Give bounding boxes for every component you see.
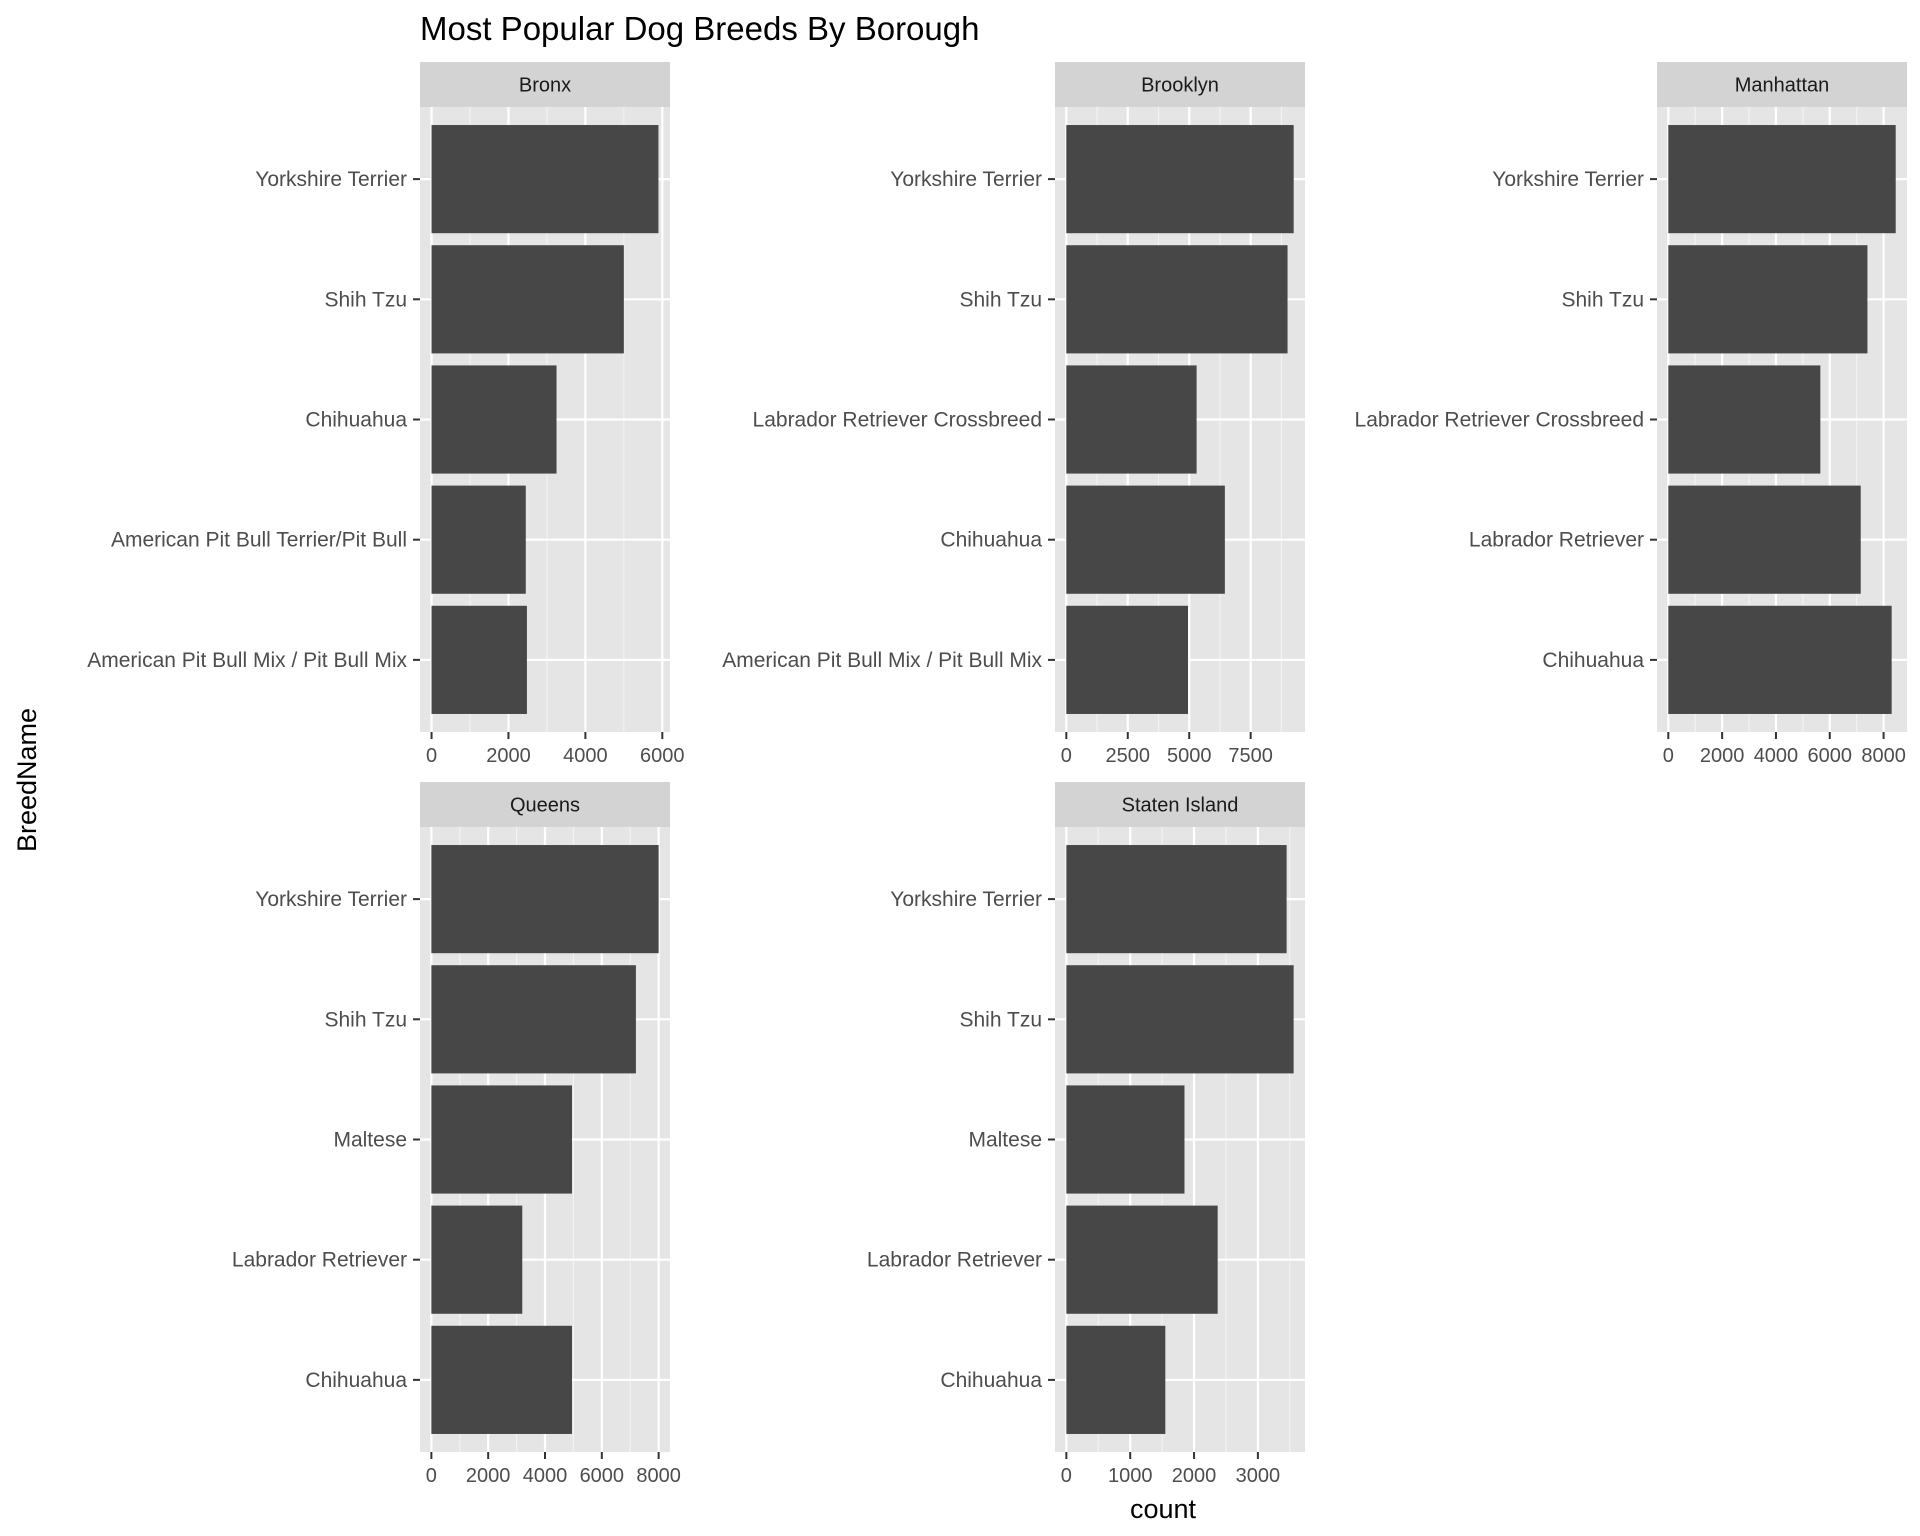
facet-bronx: Bronx Yorkshire Terrier Shih Tzu Chihuahua A… xyxy=(87,62,685,767)
category-label: Maltese xyxy=(968,1129,1042,1152)
category-label: Labrador Retriever xyxy=(1469,529,1644,552)
x-tick-label: 0 xyxy=(426,1465,437,1487)
x-tick-label: 8000 xyxy=(1861,745,1906,767)
bar xyxy=(431,245,624,354)
x-tick-label: 2500 xyxy=(1106,745,1151,767)
facet-queens: Queens Yorkshire Terrier Shih Tzu Maltese La… xyxy=(232,782,681,1487)
category-label: Yorkshire Terrier xyxy=(255,888,407,911)
bar xyxy=(1066,365,1197,474)
y-axis-title: BreedName xyxy=(12,708,42,852)
bar xyxy=(1066,1325,1166,1434)
bar xyxy=(431,365,557,474)
facet-strip-label: Manhattan xyxy=(1735,75,1830,97)
category-label: American Pit Bull Terrier/Pit Bull xyxy=(111,529,407,552)
category-label: Labrador Retriever xyxy=(867,1249,1042,1272)
category-label: Yorkshire Terrier xyxy=(1492,168,1644,191)
bar xyxy=(1066,125,1294,234)
x-tick-label: 1000 xyxy=(1108,1465,1153,1487)
facet-strip xyxy=(420,62,670,107)
x-tick-label: 0 xyxy=(1061,745,1072,767)
bar xyxy=(431,125,659,234)
x-tick-label: 7500 xyxy=(1228,745,1273,767)
facet-manhattan: Manhattan Yorkshire Terrier Shih Tzu Labrad… xyxy=(1355,62,1907,767)
x-tick-label: 2000 xyxy=(1700,745,1745,767)
x-tick-label: 4000 xyxy=(1754,745,1799,767)
bar xyxy=(1066,1085,1185,1194)
bar xyxy=(1066,1205,1218,1314)
x-tick-label: 6000 xyxy=(580,1465,625,1487)
category-label: Chihuahua xyxy=(305,1369,407,1392)
x-tick-label: 8000 xyxy=(636,1465,681,1487)
facet-brooklyn: Brooklyn Yorkshire Terrier Shih Tzu Labrado… xyxy=(722,62,1305,767)
bar xyxy=(1668,485,1861,594)
category-label: Labrador Retriever Crossbreed xyxy=(1355,409,1644,432)
x-tick-label: 3000 xyxy=(1236,1465,1281,1487)
bar xyxy=(1066,605,1188,714)
category-label: American Pit Bull Mix / Pit Bull Mix xyxy=(722,649,1042,672)
bar xyxy=(1066,845,1287,954)
category-label: Shih Tzu xyxy=(960,1008,1043,1031)
bar xyxy=(431,965,636,1074)
bar xyxy=(1668,605,1892,714)
category-label: Chihuahua xyxy=(940,529,1042,552)
bar xyxy=(431,1205,523,1314)
x-tick-label: 4000 xyxy=(523,1465,568,1487)
x-tick-label: 0 xyxy=(426,745,437,767)
facet-strip xyxy=(1055,62,1305,107)
facet-strip xyxy=(1055,782,1305,827)
category-label: Shih Tzu xyxy=(960,288,1043,311)
category-label: Labrador Retriever Crossbreed xyxy=(753,409,1042,432)
category-label: Yorkshire Terrier xyxy=(890,168,1042,191)
category-label: Chihuahua xyxy=(305,409,407,432)
x-tick-label: 0 xyxy=(1663,745,1674,767)
bar xyxy=(431,605,527,714)
x-tick-label: 2000 xyxy=(1172,1465,1217,1487)
x-tick-label: 5000 xyxy=(1167,745,1212,767)
category-label: Shih Tzu xyxy=(1562,288,1645,311)
bar xyxy=(431,485,526,594)
facet-strip xyxy=(1657,62,1907,107)
bar xyxy=(431,1085,572,1194)
category-label: Yorkshire Terrier xyxy=(890,888,1042,911)
bar xyxy=(1668,245,1868,354)
x-tick-label: 4000 xyxy=(563,745,608,767)
bar xyxy=(1668,125,1896,234)
bar xyxy=(431,1325,572,1434)
bar xyxy=(1066,965,1294,1074)
facet-panels: Bronx Yorkshire Terrier Shih Tzu Chihuahua A… xyxy=(87,62,1907,1487)
category-label: Chihuahua xyxy=(940,1369,1042,1392)
bar xyxy=(1066,245,1288,354)
x-tick-label: 2000 xyxy=(486,745,531,767)
category-label: Chihuahua xyxy=(1542,649,1644,672)
x-tick-label: 2000 xyxy=(466,1465,511,1487)
facet-strip-label: Queens xyxy=(510,795,580,817)
chart-title: Most Popular Dog Breeds By Borough xyxy=(420,10,979,47)
category-label: American Pit Bull Mix / Pit Bull Mix xyxy=(87,649,407,672)
category-label: Maltese xyxy=(333,1129,407,1152)
category-label: Shih Tzu xyxy=(325,1008,408,1031)
bar xyxy=(1668,365,1821,474)
category-label: Labrador Retriever xyxy=(232,1249,407,1272)
bar xyxy=(431,845,659,954)
x-tick-label: 6000 xyxy=(640,745,685,767)
x-tick-label: 6000 xyxy=(1808,745,1853,767)
bar xyxy=(1066,485,1225,594)
facet-strip-label: Brooklyn xyxy=(1141,75,1219,97)
facet-strip-label: Staten Island xyxy=(1122,795,1239,817)
x-axis-title: count xyxy=(1130,1494,1197,1524)
facet-strip-label: Bronx xyxy=(519,75,571,97)
category-label: Yorkshire Terrier xyxy=(255,168,407,191)
category-label: Shih Tzu xyxy=(325,288,408,311)
x-tick-label: 0 xyxy=(1061,1465,1072,1487)
facet-staten-island: Staten Island Yorkshire Terrier Shih Tzu Ma… xyxy=(867,782,1305,1487)
facet-strip xyxy=(420,782,670,827)
